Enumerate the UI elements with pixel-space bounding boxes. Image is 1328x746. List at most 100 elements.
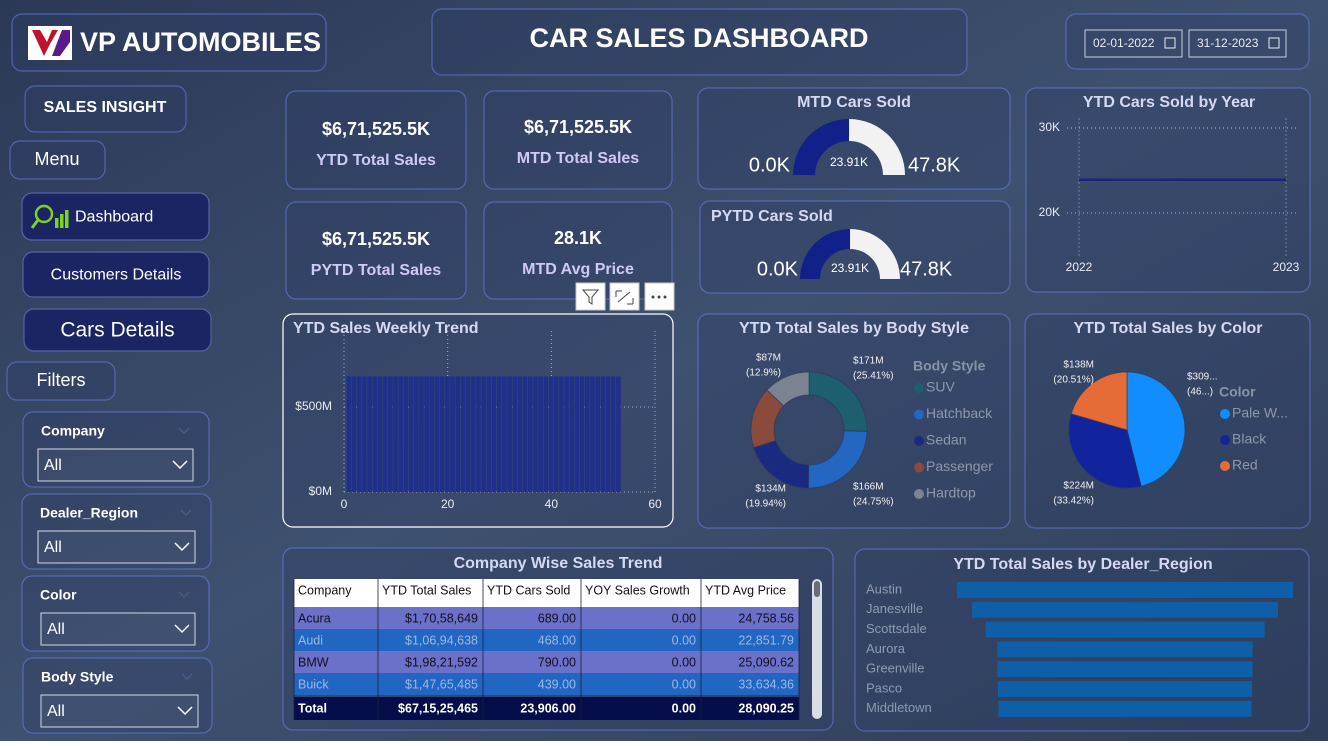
legend-label: Sedan [926,432,966,448]
bar [429,376,435,492]
nav-button[interactable] [21,192,210,241]
bar [367,376,372,492]
category-label: Pasco [866,680,902,695]
chart-title: YTD Total Sales by Body Style [739,320,969,337]
funnel-bar [985,621,1265,638]
scroll-thumb[interactable] [814,581,820,597]
cell: BMW [298,655,329,669]
category-label: Aurora [866,641,906,656]
kpi-label: YTD Total Sales [316,152,436,169]
bar [408,376,414,492]
legend-label: Hatchback [926,405,993,421]
legend-label: SUV [926,379,955,395]
kpi-value: 28.1K [554,228,602,248]
chevron [178,591,190,598]
column-header: YTD Avg Price [705,583,786,597]
bar [517,376,523,492]
filter-label: Dealer_Region [40,505,138,521]
legend-title: Body Style [913,358,986,374]
chevron [172,460,188,470]
chart-title: YTD Total Sales by Color [1073,320,1262,337]
nav-icon [34,204,54,224]
chevron [180,509,192,516]
category-label: Janesville [866,601,923,616]
panel [285,90,467,190]
cell: 24,758.56 [738,611,794,625]
data-label: $224M [1063,481,1094,492]
scrollbar[interactable] [812,579,822,719]
nav-button[interactable] [23,308,212,352]
dropdown[interactable] [37,530,196,564]
bar [372,376,378,492]
date-box[interactable] [1188,29,1287,58]
bar [491,376,497,492]
bar [564,376,569,492]
cell: 33,634.36 [738,677,794,691]
data-label: $134M [755,484,786,495]
date-box[interactable] [1084,29,1183,58]
cell: Buick [298,677,329,691]
bar [413,376,419,492]
dropdown[interactable] [37,448,194,482]
data-label: (24.75%) [853,497,894,508]
bar [590,376,595,492]
cell: $1,70,58,649 [405,611,478,625]
nav-label: Customers Details [51,267,182,284]
bar [574,376,580,492]
column-header: YOY Sales Growth [585,583,690,597]
filter-label: Company [41,423,105,439]
dropdown[interactable] [40,612,196,646]
menu-label: Menu [34,149,79,169]
cell: 0.00 [672,611,696,625]
legend-title: Color [1219,384,1256,400]
cell: 0.00 [672,655,696,669]
bar [460,376,466,492]
bar [450,376,455,492]
panel [1065,13,1310,70]
chart-title: YTD Total Sales by Dealer_Region [953,556,1212,573]
y-tick-label: 20K [1039,205,1060,219]
x-tick-label: 20 [441,497,455,511]
bar [434,376,440,492]
chevron [174,542,190,552]
legend-label: Red [1232,457,1258,473]
funnel-bar [997,641,1253,658]
bar [362,376,367,492]
table-row [294,607,799,629]
gauge-value-label: 23.91K [831,261,869,275]
kpi-label: MTD Total Sales [517,150,639,167]
focus-icon [615,290,634,305]
nav-button[interactable] [22,251,210,298]
bar [543,376,549,492]
data-label: $138M [1063,360,1094,371]
bar [351,376,357,492]
category-label: Greenville [866,661,925,676]
cell: 0.00 [672,633,696,647]
bar [585,376,590,492]
dropdown-value: All [47,703,65,720]
legend-swatch [914,436,924,446]
panel [285,201,467,300]
visual-action[interactable] [575,282,606,311]
legend-swatch [914,409,924,420]
cell: $1,47,65,485 [405,677,478,691]
dropdown[interactable] [40,694,199,728]
bar [538,376,543,492]
data-label: $166M [853,482,884,493]
bar [481,376,486,492]
gauge-title: MTD Cars Sold [797,94,911,111]
cell: 790.00 [538,655,576,669]
filter-label: Body Style [41,669,114,685]
gauge-max: 47.8K [908,154,961,176]
kpi-label: MTD Avg Price [522,261,634,278]
bar [346,376,352,492]
nav-label: Cars Details [60,319,174,342]
bar [616,376,621,492]
table-total-row [294,697,799,720]
chevron [181,673,193,680]
y-tick-label: 30K [1039,120,1060,134]
table-title: Company Wise Sales Trend [454,555,663,572]
panel [431,8,968,76]
legend-label: Hardtop [926,485,976,501]
bar [579,376,585,492]
